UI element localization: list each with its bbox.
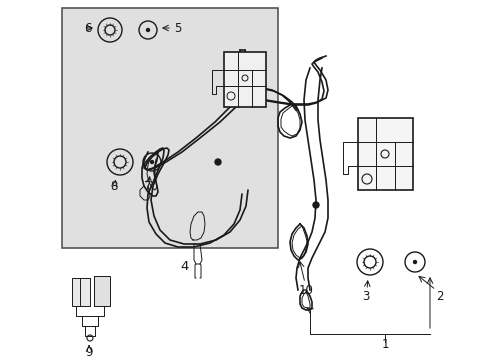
Text: 2: 2 <box>435 289 443 302</box>
Text: 1: 1 <box>381 338 388 351</box>
Bar <box>94 276 110 306</box>
Text: 5: 5 <box>174 22 182 35</box>
Bar <box>357 118 412 190</box>
Circle shape <box>146 28 149 31</box>
Text: 6: 6 <box>84 22 92 35</box>
Text: 9: 9 <box>85 346 93 359</box>
Circle shape <box>413 261 416 264</box>
Circle shape <box>150 161 153 163</box>
Bar <box>224 52 265 107</box>
Bar <box>62 8 278 248</box>
Text: 8: 8 <box>110 180 118 193</box>
Text: 3: 3 <box>362 289 369 302</box>
Circle shape <box>312 202 318 208</box>
Text: 10: 10 <box>298 284 313 297</box>
Text: 7: 7 <box>144 180 151 193</box>
Bar <box>72 278 90 306</box>
Circle shape <box>215 159 221 165</box>
Text: 4: 4 <box>181 261 189 274</box>
